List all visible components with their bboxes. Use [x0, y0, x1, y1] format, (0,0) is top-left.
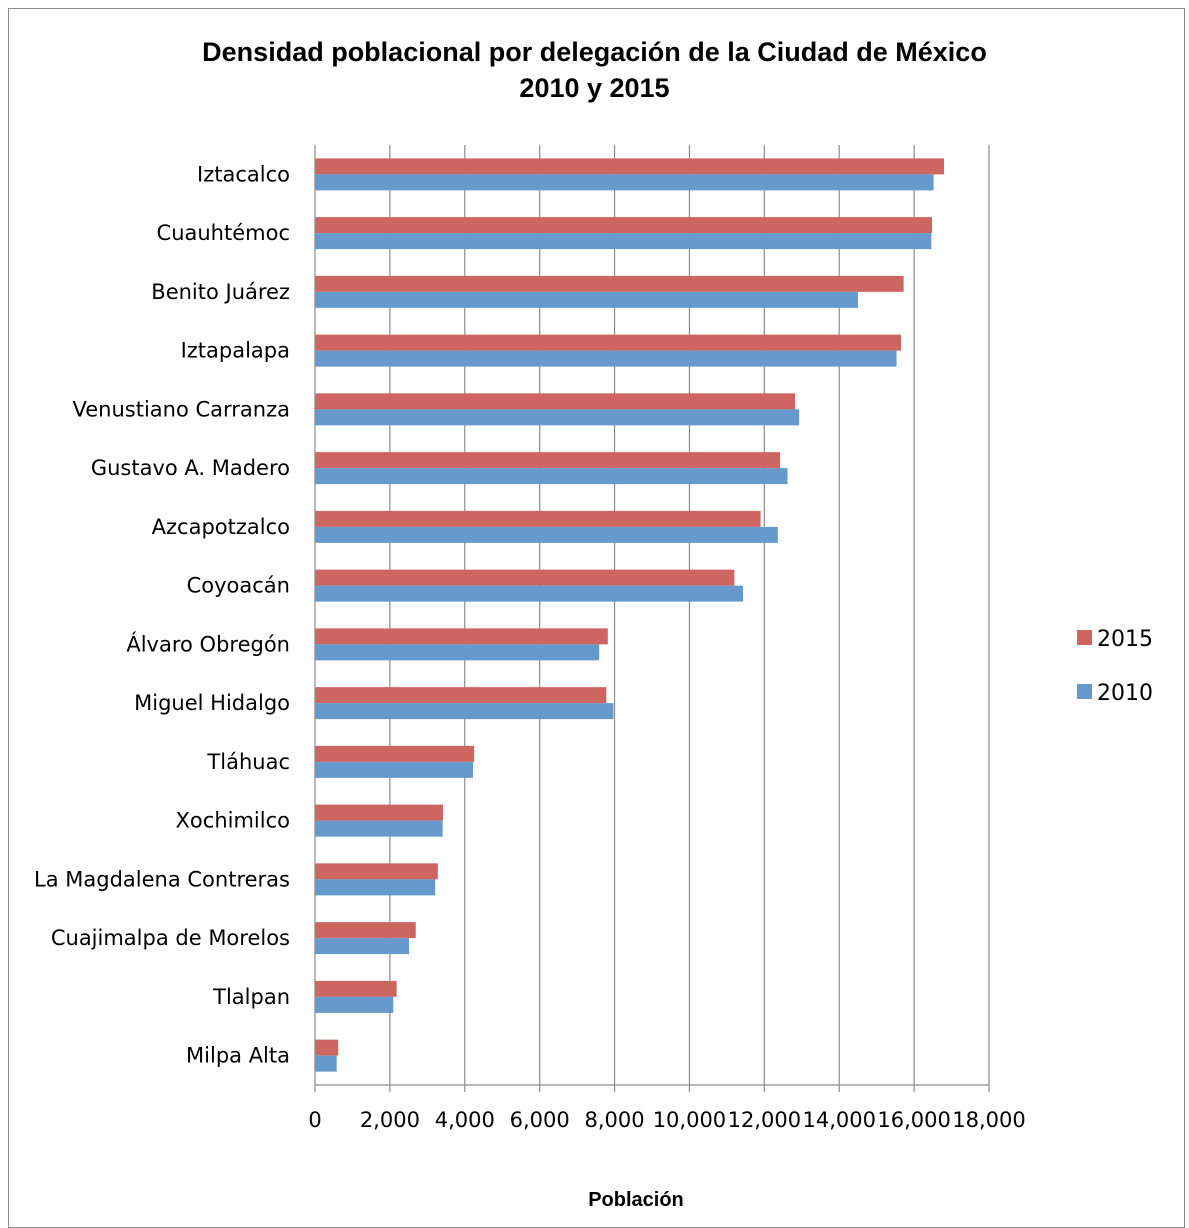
- bar-2015: [315, 393, 796, 410]
- category-label: Tláhuac: [206, 750, 290, 774]
- category-label: Coyoacán: [187, 574, 290, 598]
- bar-2010: [315, 526, 778, 543]
- legend-label-2015: 2015: [1097, 627, 1153, 652]
- bar-2015: [315, 217, 933, 234]
- x-tick-label: 2,000: [360, 1108, 420, 1132]
- category-label: Xochimilco: [176, 809, 290, 833]
- category-label: Álvaro Obregón: [126, 631, 290, 656]
- x-tick-label: 0: [308, 1108, 321, 1132]
- bar-2010: [315, 761, 474, 778]
- bar-2015: [315, 275, 904, 292]
- category-label: Iztacalco: [197, 162, 290, 186]
- chart-title: Densidad poblacional por delegación de l…: [202, 37, 987, 67]
- category-label: Benito Juárez: [151, 280, 290, 304]
- bar-2015: [315, 334, 902, 351]
- bar-2010: [315, 291, 858, 308]
- bar-2010: [315, 820, 443, 837]
- bar-2015: [315, 804, 444, 821]
- category-label: Miguel Hidalgo: [134, 691, 290, 715]
- category-label: Cuajimalpa de Morelos: [51, 926, 290, 950]
- bar-2010: [315, 996, 394, 1013]
- bar-2010: [315, 1055, 337, 1072]
- bar-2010: [315, 644, 600, 661]
- category-label: Gustavo A. Madero: [91, 456, 290, 480]
- bar-2010: [315, 703, 614, 720]
- x-axis-label: Población: [588, 1189, 684, 1209]
- category-label: Venustiano Carranza: [73, 397, 291, 421]
- bar-2010: [315, 468, 788, 485]
- category-label: Azcapotzalco: [152, 515, 290, 539]
- x-tick-label: 12,000: [728, 1108, 801, 1132]
- legend-label-2010: 2010: [1097, 681, 1153, 706]
- bar-2015: [315, 863, 438, 880]
- x-tick-label: 10,000: [653, 1108, 726, 1132]
- category-label: Milpa Alta: [186, 1044, 290, 1068]
- bar-2015: [315, 510, 761, 527]
- bar-2010: [315, 350, 897, 367]
- legend-swatch-2010: [1077, 684, 1092, 699]
- bar-2015: [315, 452, 781, 469]
- chart-subtitle: 2010 y 2015: [519, 73, 670, 103]
- bar-2010: [315, 409, 800, 426]
- category-label: Cuauhtémoc: [157, 221, 290, 245]
- x-tick-label: 6,000: [510, 1108, 570, 1132]
- bar-2015: [315, 922, 416, 939]
- legend-swatch-2015: [1077, 630, 1092, 645]
- category-label: Tlalpan: [212, 985, 290, 1009]
- x-tick-label: 4,000: [435, 1108, 495, 1132]
- bar-2015: [315, 980, 397, 997]
- bar-2010: [315, 585, 743, 602]
- bar-2010: [315, 174, 934, 191]
- bar-2015: [315, 687, 607, 704]
- bar-2015: [315, 158, 945, 175]
- x-tick-label: 18,000: [952, 1108, 1025, 1132]
- category-label: La Magdalena Contreras: [34, 867, 290, 891]
- x-tick-label: 14,000: [802, 1108, 875, 1132]
- bar-2010: [315, 879, 436, 896]
- bar-2010: [315, 938, 409, 955]
- category-label: Iztapalapa: [181, 339, 290, 363]
- bar-2015: [315, 569, 735, 586]
- bar-2015: [315, 745, 475, 762]
- bar-2010: [315, 233, 932, 250]
- bar-2015: [315, 628, 608, 645]
- x-tick-label: 8,000: [584, 1108, 644, 1132]
- bar-2015: [315, 1039, 339, 1056]
- x-tick-label: 16,000: [877, 1108, 950, 1132]
